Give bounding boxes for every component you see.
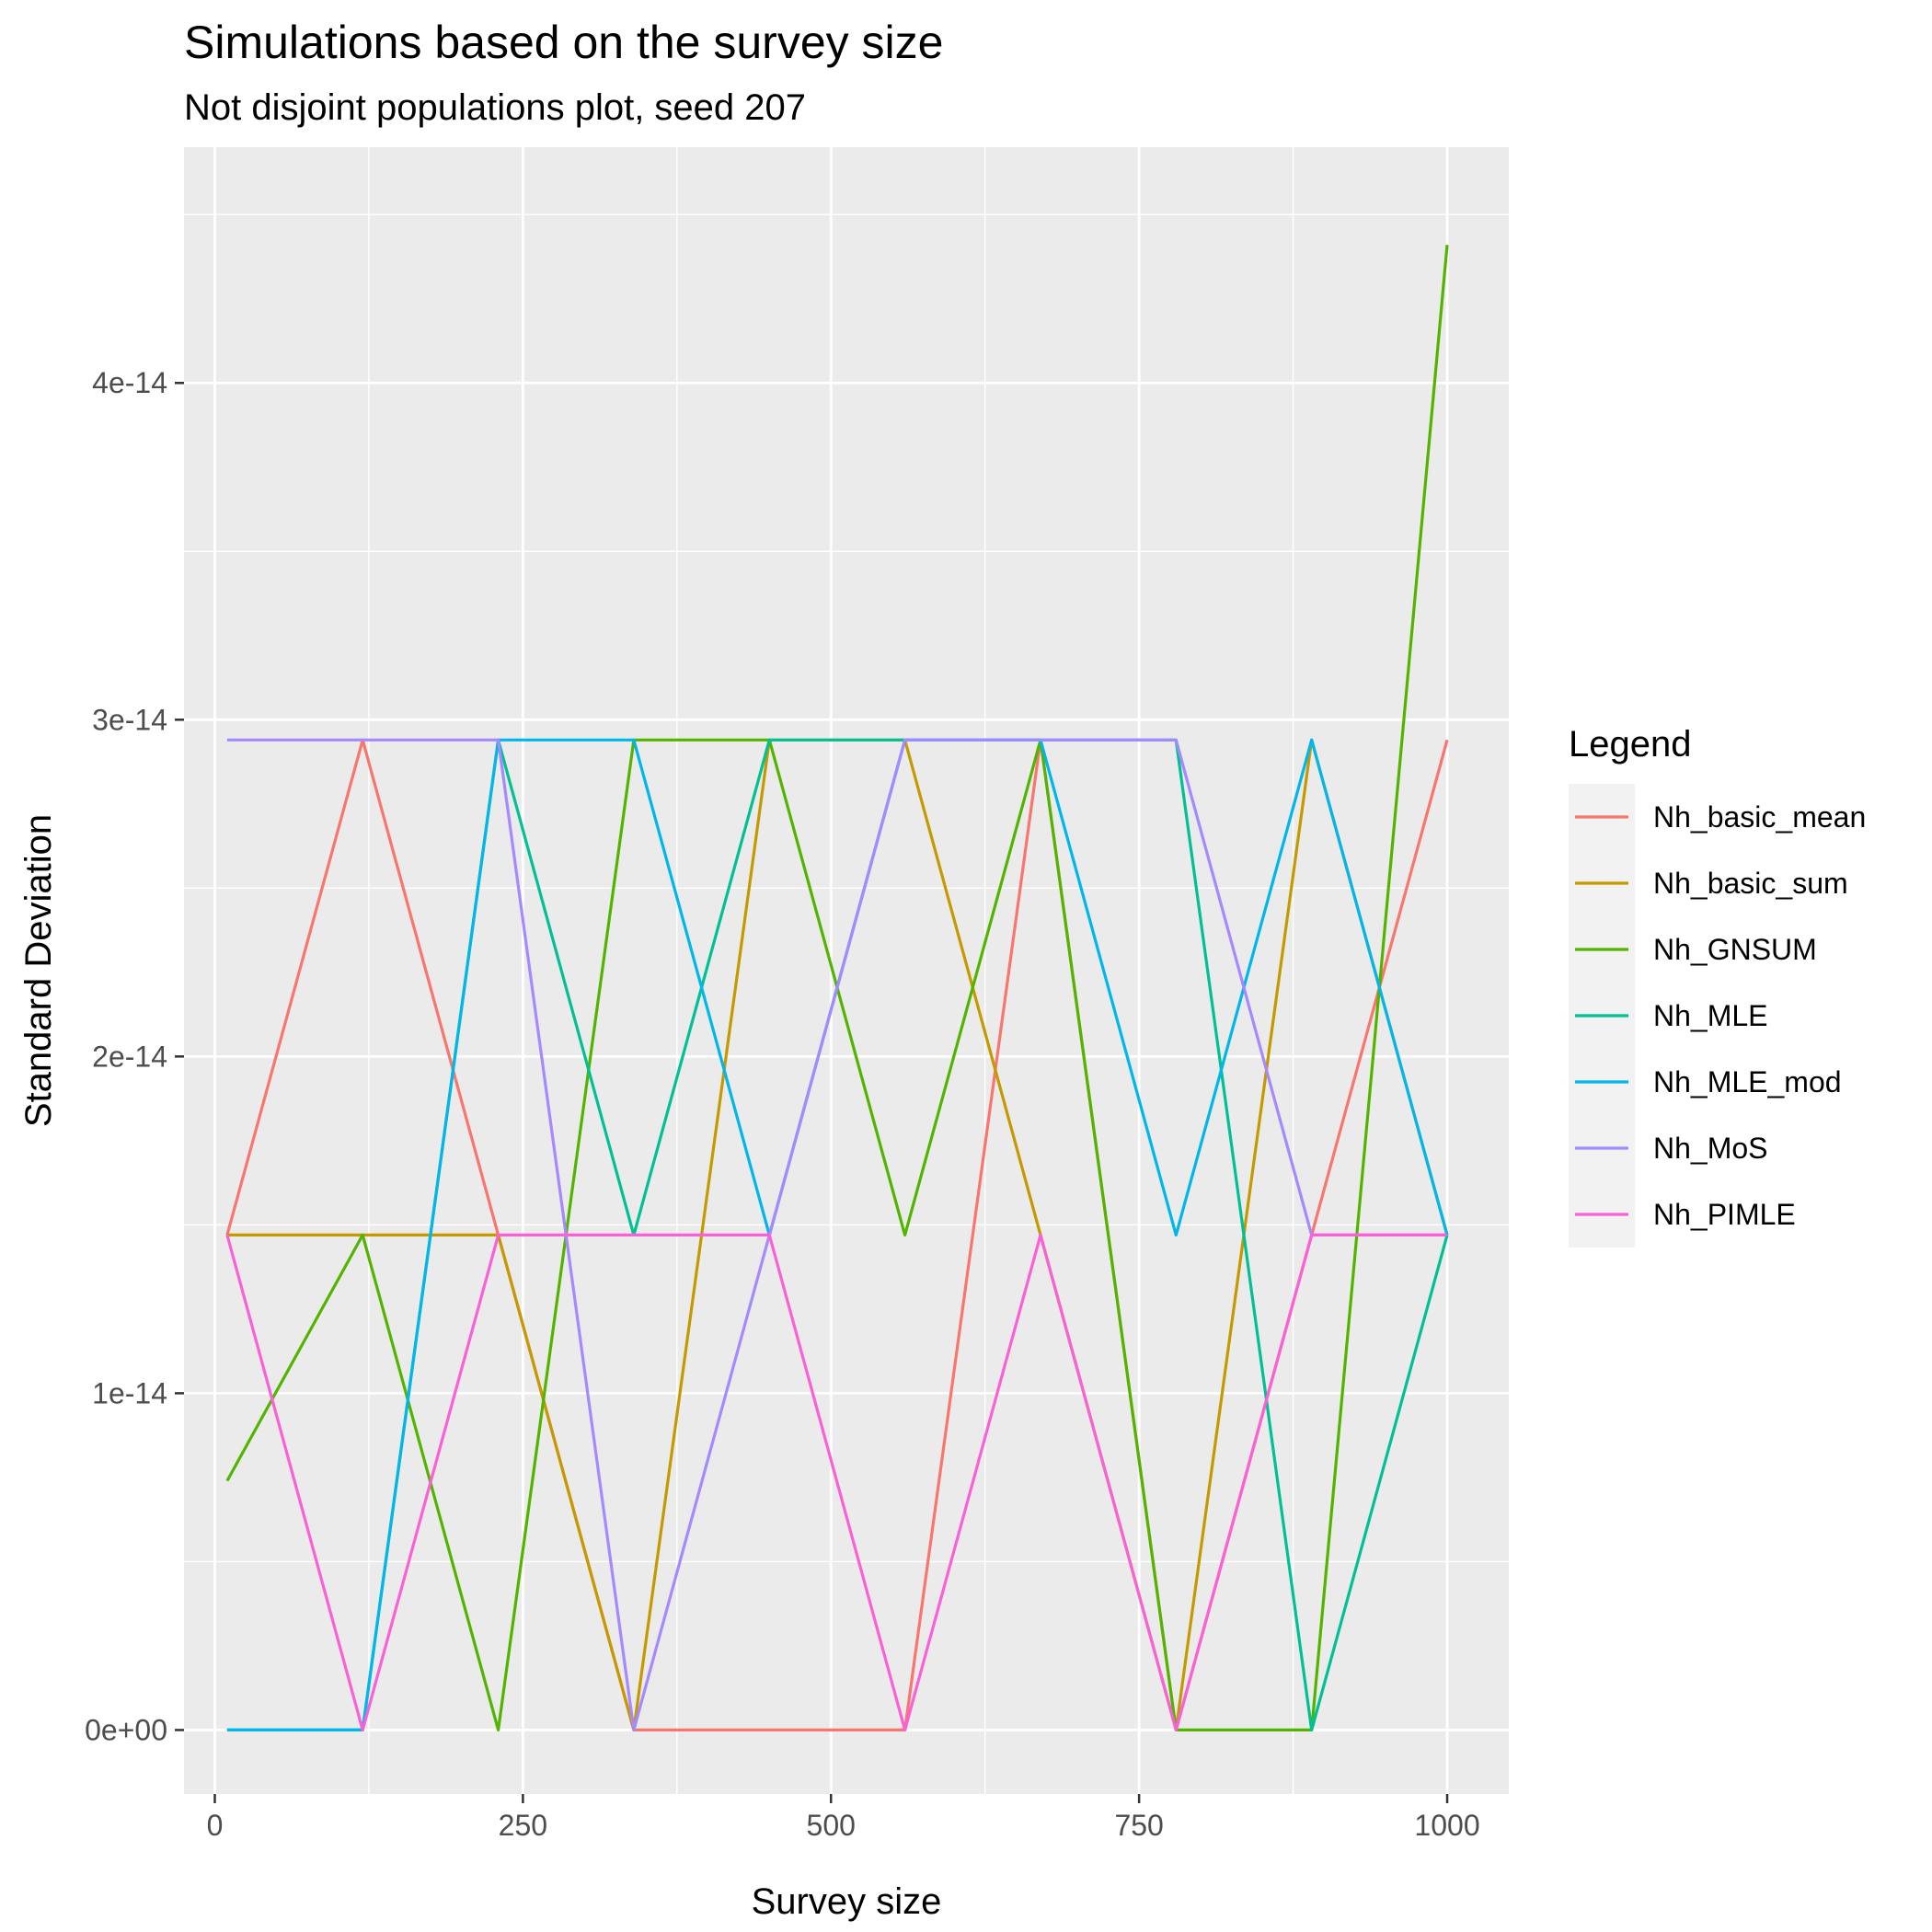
legend-label: Nh_MLE_mod (1653, 1065, 1842, 1098)
legend-title: Legend (1569, 724, 1691, 765)
y-axis-title: Standard Deviation (18, 814, 59, 1127)
y-tick-label: 4e-14 (92, 366, 167, 399)
series-lines (225, 245, 1449, 1732)
y-tick-label: 2e-14 (92, 1040, 167, 1073)
x-tick-label: 0 (207, 1809, 224, 1842)
x-tick-label: 250 (499, 1809, 547, 1842)
x-tick-label: 1000 (1414, 1809, 1479, 1842)
chart-title: Simulations based on the survey size (184, 17, 943, 68)
series-line-nh-mos (226, 738, 1447, 1732)
series-line-nh-pimle (225, 1233, 1447, 1732)
legend-label: Nh_basic_sum (1653, 867, 1848, 900)
legend: Legend Nh_basic_mean Nh_basic_sum Nh_GNSUM… (1569, 724, 1866, 1248)
y-tick-label: 1e-14 (92, 1376, 167, 1409)
legend-label: Nh_MoS (1653, 1132, 1768, 1165)
x-tick-label: 750 (1114, 1809, 1163, 1842)
legend-label: Nh_basic_mean (1653, 800, 1866, 834)
legend-label: Nh_MLE (1653, 999, 1768, 1032)
plot-panel (184, 147, 1509, 1794)
chart-subtitle: Not disjoint populations plot, seed 207 (184, 87, 806, 128)
minor-grid (184, 147, 1509, 1794)
y-tick-label: 0e+00 (85, 1713, 167, 1746)
x-tick-label: 500 (807, 1809, 856, 1842)
y-axis: 0e+00 1e-14 2e-14 3e-14 4e-14 (85, 366, 184, 1746)
legend-label: Nh_PIMLE (1653, 1198, 1796, 1231)
y-tick-label: 3e-14 (92, 703, 167, 736)
x-axis-title: Survey size (752, 1881, 942, 1922)
x-axis: 0 250 500 750 1000 (207, 1794, 1480, 1842)
major-grid (184, 147, 1509, 1794)
legend-label: Nh_GNSUM (1653, 933, 1817, 966)
